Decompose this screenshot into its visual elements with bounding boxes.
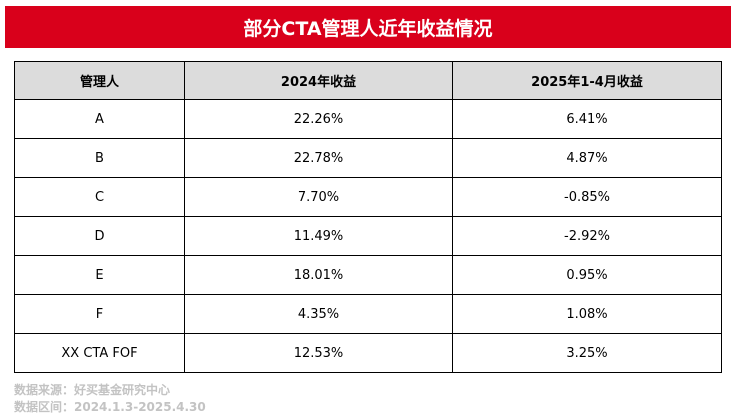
cell-2025-return: 1.08% <box>452 294 722 334</box>
data-source-note: 数据来源：好买基金研究中心 <box>14 383 171 397</box>
table-row: F 4.35% 1.08% <box>14 294 722 334</box>
header-2024-return: 2024年收益 <box>184 61 453 100</box>
cell-2025-return: 0.95% <box>452 255 722 295</box>
cell-2024-return: 22.78% <box>184 138 453 178</box>
page-title: 部分CTA管理人近年收益情况 <box>5 6 731 48</box>
cell-2025-return: -2.92% <box>452 216 722 256</box>
cell-manager: C <box>14 177 185 217</box>
cell-manager: B <box>14 138 185 178</box>
cell-2024-return: 4.35% <box>184 294 453 334</box>
table-row: D 11.49% -2.92% <box>14 216 722 256</box>
cell-2024-return: 22.26% <box>184 99 453 139</box>
table-row: C 7.70% -0.85% <box>14 177 722 217</box>
data-period-note: 数据区间：2024.1.3-2025.4.30 <box>14 400 206 414</box>
cell-2024-return: 18.01% <box>184 255 453 295</box>
cell-2024-return: 12.53% <box>184 333 453 373</box>
cell-manager: E <box>14 255 185 295</box>
cell-manager: XX CTA FOF <box>14 333 185 373</box>
cell-2025-return: 6.41% <box>452 99 722 139</box>
cell-2024-return: 11.49% <box>184 216 453 256</box>
table-row: B 22.78% 4.87% <box>14 138 722 178</box>
table-header-row: 管理人 2024年收益 2025年1-4月收益 <box>14 61 722 100</box>
header-2025-return: 2025年1-4月收益 <box>452 61 722 100</box>
table-row: A 22.26% 6.41% <box>14 99 722 139</box>
cell-manager: D <box>14 216 185 256</box>
page-title-text: 部分CTA管理人近年收益情况 <box>243 17 493 40</box>
table-row: E 18.01% 0.95% <box>14 255 722 295</box>
returns-table: 管理人 2024年收益 2025年1-4月收益 A 22.26% 6.41% B… <box>14 61 722 373</box>
cell-2025-return: -0.85% <box>452 177 722 217</box>
cell-2024-return: 7.70% <box>184 177 453 217</box>
cell-manager: F <box>14 294 185 334</box>
cell-2025-return: 3.25% <box>452 333 722 373</box>
cell-2025-return: 4.87% <box>452 138 722 178</box>
table-row: XX CTA FOF 12.53% 3.25% <box>14 333 722 373</box>
cell-manager: A <box>14 99 185 139</box>
header-manager: 管理人 <box>14 61 185 100</box>
